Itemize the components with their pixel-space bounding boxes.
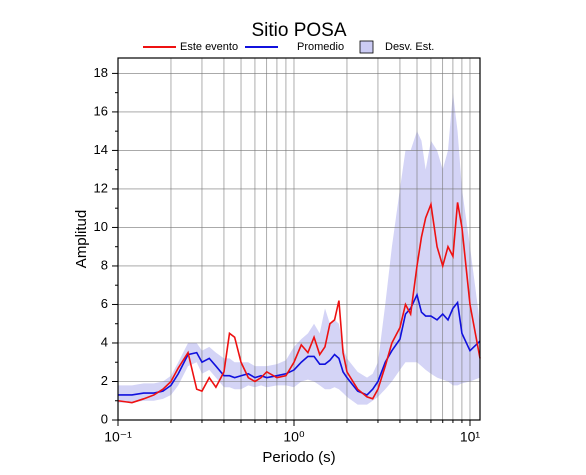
chart-title: Sitio POSA: [251, 20, 346, 41]
x-tick-label: 10¹: [460, 429, 481, 445]
y-tick-label: 10: [94, 219, 108, 234]
y-tick-label: 16: [94, 103, 108, 118]
series-line: [118, 292, 481, 396]
std-band: [118, 92, 480, 405]
y-tick-label: 2: [101, 373, 108, 388]
legend-swatch: [359, 40, 374, 54]
y-tick-label: 18: [94, 65, 108, 80]
y-axis-label: Amplitud: [73, 210, 90, 268]
legend-label: Desv. Est.: [385, 41, 434, 53]
y-tick-label: 6: [101, 296, 108, 311]
y-tick-label: 4: [101, 334, 108, 349]
y-tick-label: 8: [101, 257, 108, 272]
x-axis-label: Periodo (s): [262, 449, 335, 466]
legend-label: Este evento: [180, 41, 238, 53]
x-tick-label: 10⁻¹: [104, 429, 132, 445]
y-tick-label: 0: [101, 411, 108, 426]
plot-frame: [117, 57, 481, 421]
x-tick-label: 10⁰: [283, 429, 305, 445]
y-tick-label: 14: [94, 142, 108, 157]
series-line: [117, 201, 481, 404]
y-tick-label: 12: [94, 180, 108, 195]
legend-label: Promedio: [297, 41, 344, 53]
